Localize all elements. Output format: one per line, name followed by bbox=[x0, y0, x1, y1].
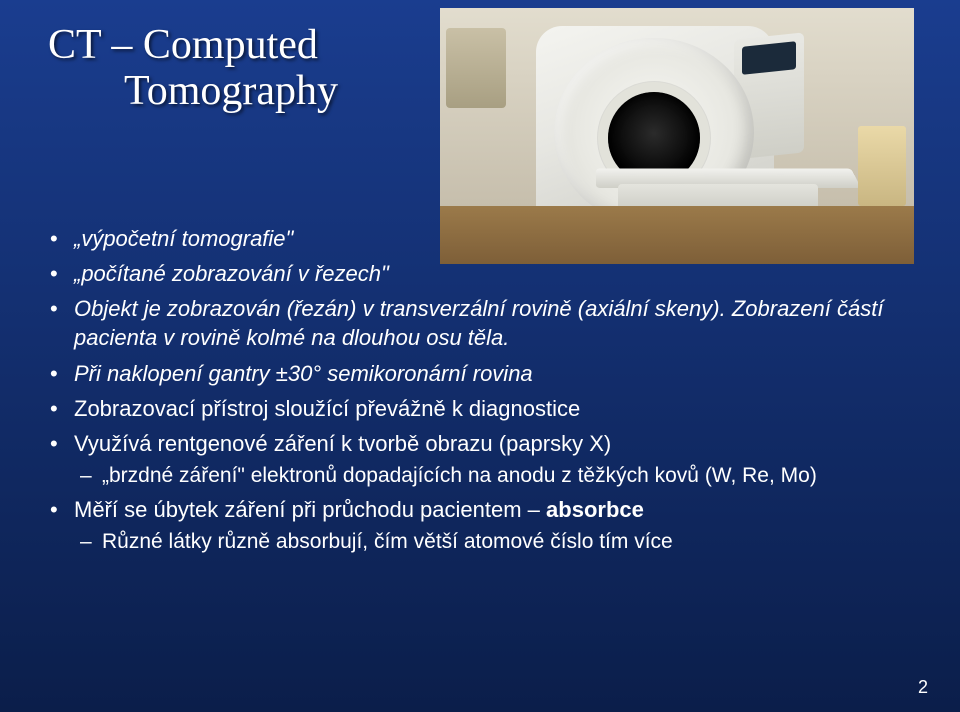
bullet-list: „výpočetní tomografie" „počítané zobrazo… bbox=[48, 224, 912, 556]
bullet-text-bold: absorbce bbox=[546, 497, 644, 522]
sub-bullet-text: Různé látky různě absorbují, čím větší a… bbox=[102, 530, 673, 553]
bullet-item: Objekt je zobrazován (řezán) v transverz… bbox=[48, 294, 912, 352]
bullet-text: Při naklopení gantry ±30° semikoronární … bbox=[74, 361, 533, 386]
sub-bullet-text: „brzdné záření" elektronů dopadajících n… bbox=[102, 464, 817, 487]
bullet-item: Zobrazovací přístroj sloužící převážně k… bbox=[48, 394, 912, 423]
room-cart bbox=[858, 126, 906, 206]
bullet-text: Objekt je zobrazován (řezán) v transverz… bbox=[74, 296, 883, 350]
sub-bullet-list: „brzdné záření" elektronů dopadajících n… bbox=[74, 462, 912, 490]
slide: CT – Computed Tomography „výpočetní tomo… bbox=[0, 0, 960, 712]
bullet-item: Měří se úbytek záření při průchodu pacie… bbox=[48, 495, 912, 556]
bullet-item: Při naklopení gantry ±30° semikoronární … bbox=[48, 359, 912, 388]
bullet-item: „počítané zobrazování v řezech" bbox=[48, 259, 912, 288]
bullet-text: Využívá rentgenové záření k tvorbě obraz… bbox=[74, 431, 611, 456]
sub-bullet-item: „brzdné záření" elektronů dopadajících n… bbox=[74, 462, 912, 490]
bullet-item: „výpočetní tomografie" bbox=[48, 224, 912, 253]
bullet-text: „výpočetní tomografie" bbox=[74, 226, 293, 251]
photo-wall-fixture bbox=[446, 28, 506, 108]
sub-bullet-list: Různé látky různě absorbují, čím větší a… bbox=[74, 528, 912, 556]
page-number: 2 bbox=[918, 677, 928, 698]
bullet-text: „počítané zobrazování v řezech" bbox=[74, 261, 389, 286]
bullet-text: Měří se úbytek záření při průchodu pacie… bbox=[74, 497, 546, 522]
bullet-text: Zobrazovací přístroj sloužící převážně k… bbox=[74, 396, 580, 421]
sub-bullet-item: Různé látky různě absorbují, čím větší a… bbox=[74, 528, 912, 556]
bullet-item: Využívá rentgenové záření k tvorbě obraz… bbox=[48, 429, 912, 490]
